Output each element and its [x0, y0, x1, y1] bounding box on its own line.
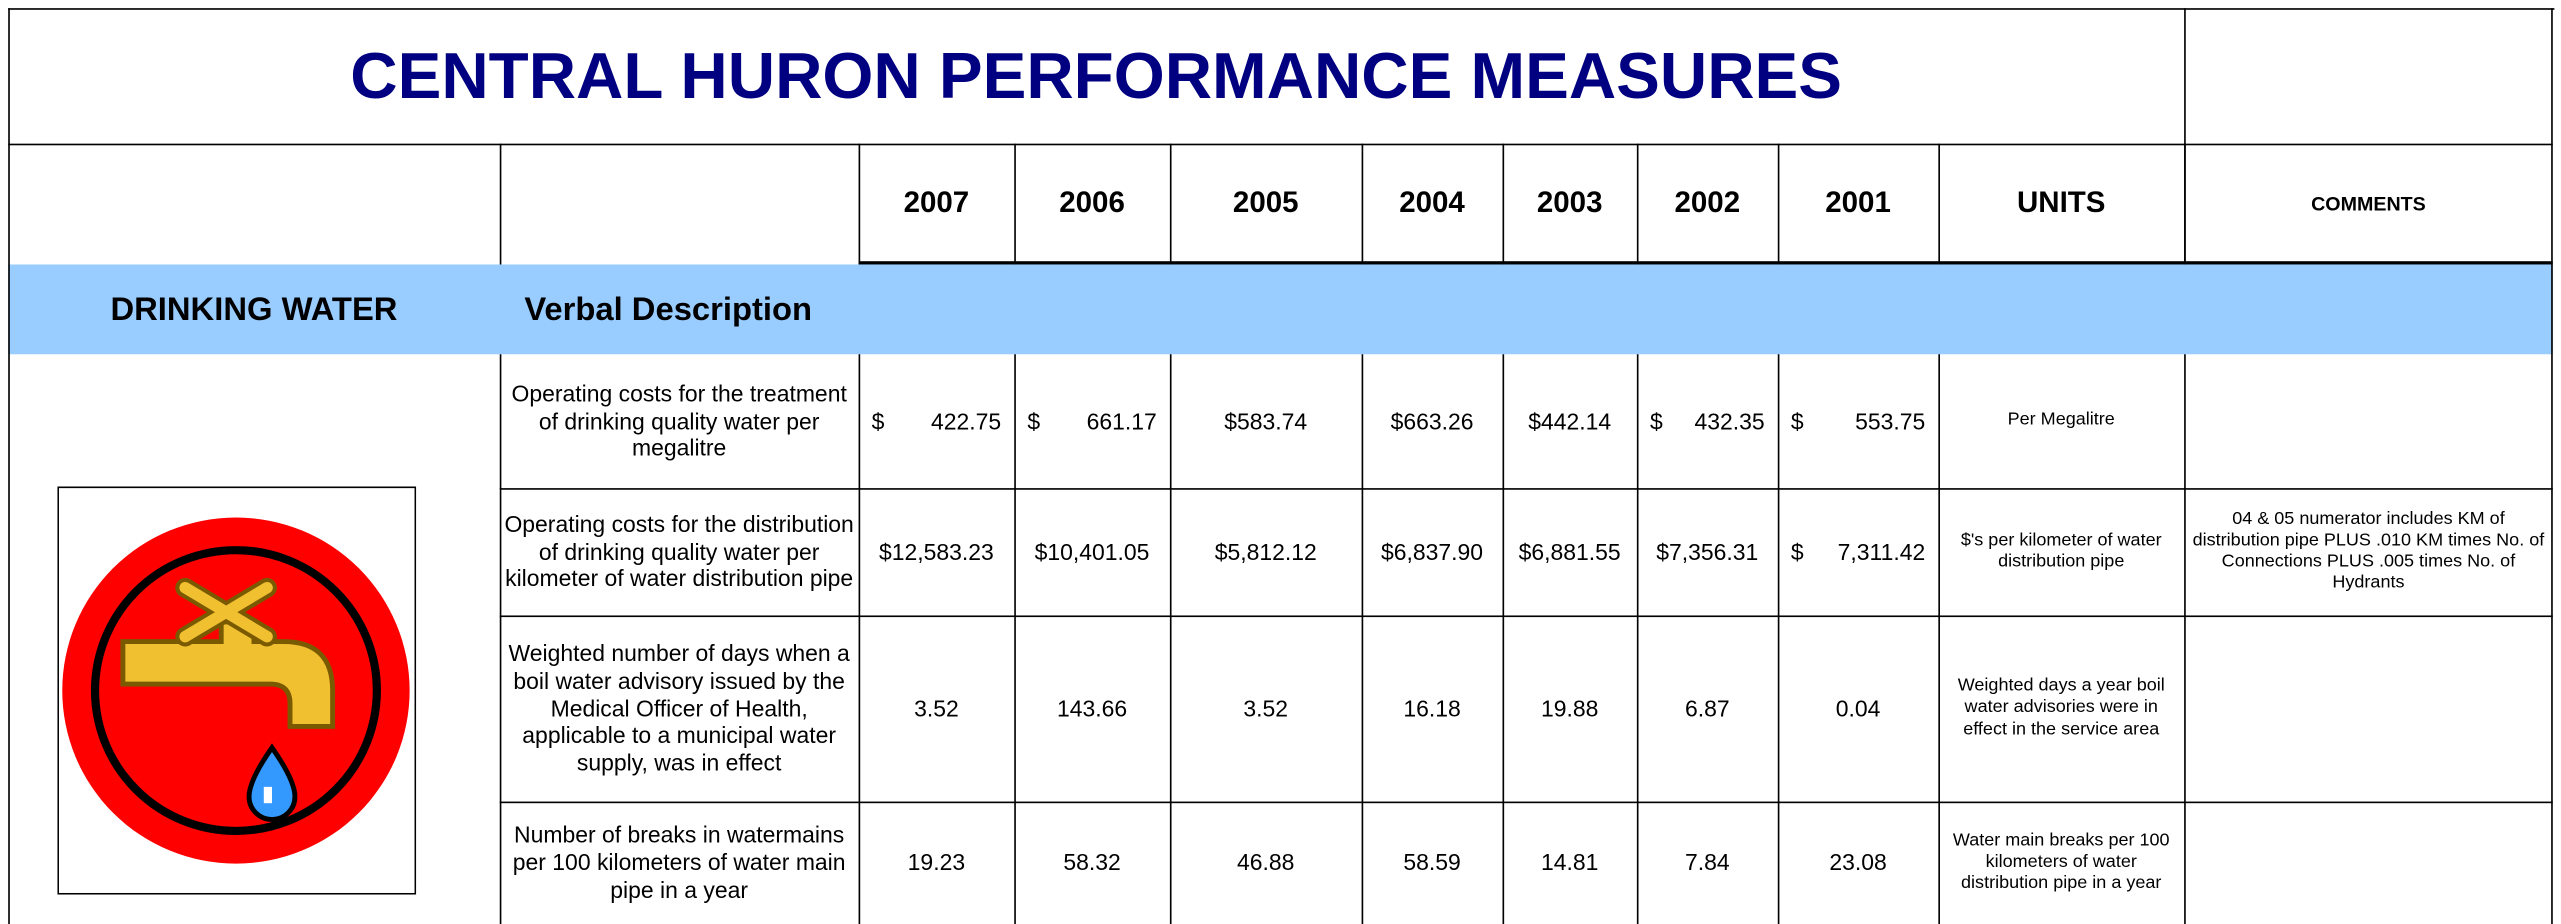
value-cell: $12,583.23 [859, 488, 1015, 615]
value-symbol: $ [1791, 407, 1804, 434]
spreadsheet: CENTRAL HURON PERFORMANCE MEASURES DRINKI… [0, 0, 2561, 924]
border [1938, 144, 1940, 265]
value-cell: $6,837.90 [1362, 488, 1503, 615]
border [1637, 144, 1639, 265]
border [8, 144, 2553, 146]
value-cell: $7,311.42 [1778, 488, 1939, 615]
value-cell: $663.26 [1362, 354, 1503, 488]
border [1503, 354, 1505, 924]
border [500, 488, 2553, 490]
value-cell: 6.87 [1637, 615, 1778, 801]
value-cell: 58.32 [1014, 802, 1170, 924]
units: Weighted days a year boil water advisori… [1938, 615, 2184, 801]
border [1637, 354, 1639, 924]
units: $'s per kilometer of water distribution … [1938, 488, 2184, 615]
value-amount: 7,311.42 [1838, 538, 1926, 565]
border [1938, 354, 1940, 924]
value-amount: 553.75 [1855, 407, 1925, 434]
title: CENTRAL HURON PERFORMANCE MEASURES [8, 8, 2184, 143]
column-header: 2007 [859, 144, 1015, 265]
value-cell: $5,812.12 [1170, 488, 1362, 615]
comments: 04 & 05 numerator includes KM of distrib… [2184, 488, 2553, 615]
border [1170, 144, 1172, 265]
border [1014, 354, 1016, 924]
border [1014, 144, 1016, 265]
value-cell: 58.59 [1362, 802, 1503, 924]
border [500, 615, 2553, 617]
column-header: COMMENTS [2184, 144, 2553, 265]
value-amount: 432.35 [1694, 407, 1764, 434]
value-symbol: $ [872, 407, 885, 434]
value-cell: $7,356.31 [1637, 488, 1778, 615]
border [8, 8, 2554, 10]
column-header: 2003 [1503, 144, 1637, 265]
value-cell: 46.88 [1170, 802, 1362, 924]
value-cell: 0.04 [1778, 615, 1939, 801]
column-header: 2005 [1170, 144, 1362, 265]
description: Operating costs for the treatment of dri… [500, 354, 859, 488]
column-header: UNITS [1938, 144, 2184, 265]
description: Weighted number of days when a boil wate… [500, 615, 859, 801]
value-amount: 422.75 [931, 407, 1001, 434]
faucet-icon [57, 486, 416, 894]
units: Per Megalitre [1938, 354, 2184, 488]
value-cell: $422.75 [859, 354, 1015, 488]
border [859, 144, 861, 265]
description: Number of breaks in watermains per 100 k… [500, 802, 859, 924]
value-cell: 7.84 [1637, 802, 1778, 924]
border [500, 802, 2553, 804]
value-cell: $442.14 [1503, 354, 1637, 488]
value-cell: 3.52 [859, 615, 1015, 801]
value-symbol: $ [1650, 407, 1663, 434]
value-cell: $661.17 [1014, 354, 1170, 488]
border [2184, 144, 2186, 265]
section-label: DRINKING WATER [8, 264, 500, 354]
value-cell: 143.66 [1014, 615, 1170, 801]
value-cell: $553.75 [1778, 354, 1939, 488]
value-symbol: $ [1027, 407, 1040, 434]
value-cell: 19.23 [859, 802, 1015, 924]
border [500, 354, 502, 924]
value-cell: $6,881.55 [1503, 488, 1637, 615]
border [1362, 354, 1364, 924]
border [2184, 354, 2186, 924]
border [8, 8, 10, 924]
value-cell: 14.81 [1503, 802, 1637, 924]
value-cell: 16.18 [1362, 615, 1503, 801]
description-heading: Verbal Description [500, 264, 1147, 354]
border [1778, 144, 1780, 265]
column-header: 2006 [1014, 144, 1170, 265]
value-cell: 3.52 [1170, 615, 1362, 801]
value-cell: $583.74 [1170, 354, 1362, 488]
column-header: 2004 [1362, 144, 1503, 265]
value-amount: 661.17 [1087, 407, 1157, 434]
border [500, 144, 502, 265]
value-symbol: $ [1791, 538, 1804, 565]
column-header: 2002 [1637, 144, 1778, 265]
column-header: 2001 [1778, 144, 1939, 265]
border [1170, 354, 1172, 924]
value-cell: $10,401.05 [1014, 488, 1170, 615]
description: Operating costs for the distribution of … [500, 488, 859, 615]
border [1503, 144, 1505, 265]
border [859, 261, 2553, 264]
value-cell: $432.35 [1637, 354, 1778, 488]
border [2551, 8, 2553, 924]
value-cell: 23.08 [1778, 802, 1939, 924]
border [1362, 144, 1364, 265]
border [859, 354, 861, 924]
border [1778, 354, 1780, 924]
units: Water main breaks per 100 kilometers of … [1938, 802, 2184, 924]
value-cell: 19.88 [1503, 615, 1637, 801]
